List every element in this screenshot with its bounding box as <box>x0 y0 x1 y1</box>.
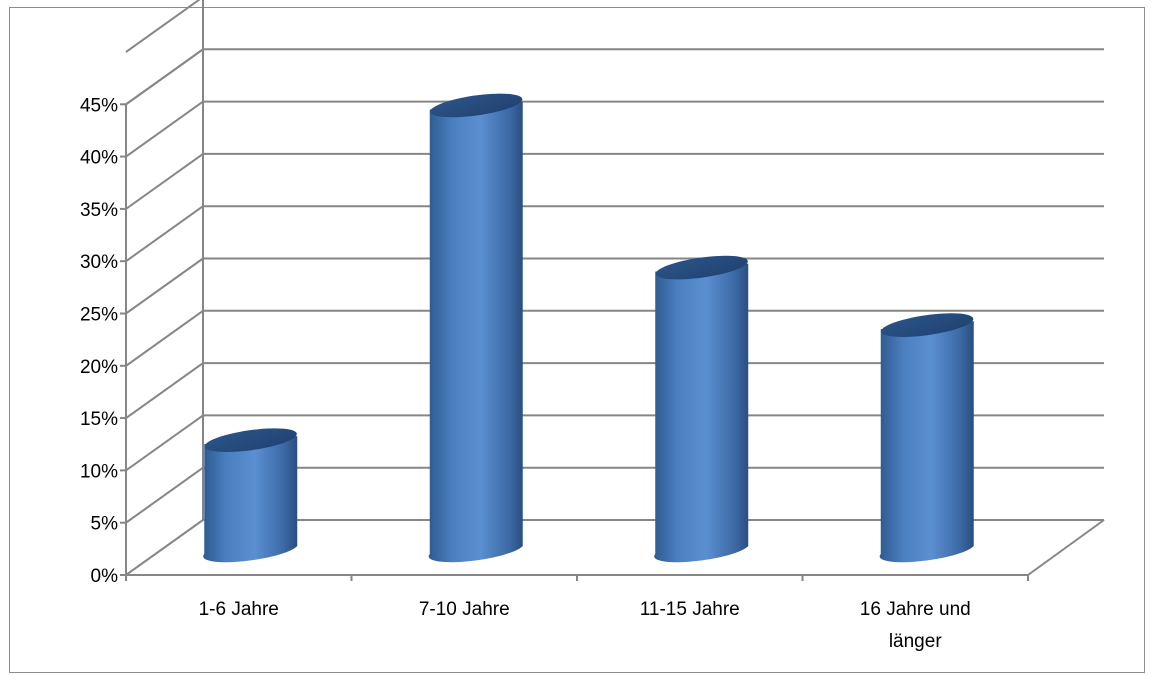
bar-layer <box>203 93 974 563</box>
bar-body <box>428 101 523 563</box>
x-category-label-line: 1-6 Jahre <box>199 599 279 620</box>
x-category-label-line: 11-15 Jahre <box>640 599 740 620</box>
bar-top-cap <box>204 428 297 452</box>
y-tick-label: 25% <box>80 305 118 326</box>
bar-body <box>654 263 749 563</box>
x-category-label-line: 16 Jahre und <box>860 599 971 620</box>
gridline-side <box>125 466 204 524</box>
bar-top-cap <box>881 313 974 337</box>
gridline-side <box>125 153 204 210</box>
gridline-side <box>125 414 204 472</box>
x-category-label-line: länger <box>889 631 942 652</box>
y-tick-label: 30% <box>80 252 118 273</box>
gridline-side <box>125 48 204 106</box>
gridline-side <box>125 0 201 53</box>
gridline-side <box>125 205 204 263</box>
y-tick-label: 10% <box>80 461 118 482</box>
floor-right-edge <box>1027 519 1105 576</box>
axis-layer <box>120 103 1029 581</box>
y-tick-label: 15% <box>80 409 118 430</box>
gridline-side <box>125 309 204 367</box>
x-category-label: 11-15 Jahre <box>640 599 740 620</box>
floor-left-edge <box>125 519 204 576</box>
bar-cylinder <box>428 93 523 563</box>
bar-top-cap <box>655 255 748 280</box>
y-tick-label: 5% <box>91 514 119 535</box>
gridline-side <box>125 362 204 419</box>
y-tick-label: 40% <box>80 148 118 169</box>
y-tick-label: 45% <box>80 95 118 116</box>
bar-cylinder <box>879 313 974 563</box>
label-layer: 0% 5% 10% 15% 20% 25% 30% 35% 40% 45% 1-6 Jahre 7-1… <box>80 95 971 652</box>
x-category-label-line: 7-10 Jahre <box>419 599 510 620</box>
gridline-side <box>125 257 204 315</box>
y-tick-label: 35% <box>80 200 118 221</box>
bar-top-cap <box>430 93 523 118</box>
bar-cylinder <box>654 255 749 563</box>
x-category-label: 7-10 Jahre <box>419 599 510 620</box>
bar-cylinder <box>203 428 298 563</box>
x-category-label: 1-6 Jahre <box>199 599 279 620</box>
bar-body <box>879 321 974 563</box>
y-tick-label: 20% <box>80 357 118 378</box>
bar-body <box>203 436 298 563</box>
y-tick-label: 0% <box>91 566 119 587</box>
x-category-label: 16 Jahre und länger <box>860 599 971 652</box>
gridline-side <box>125 100 204 158</box>
